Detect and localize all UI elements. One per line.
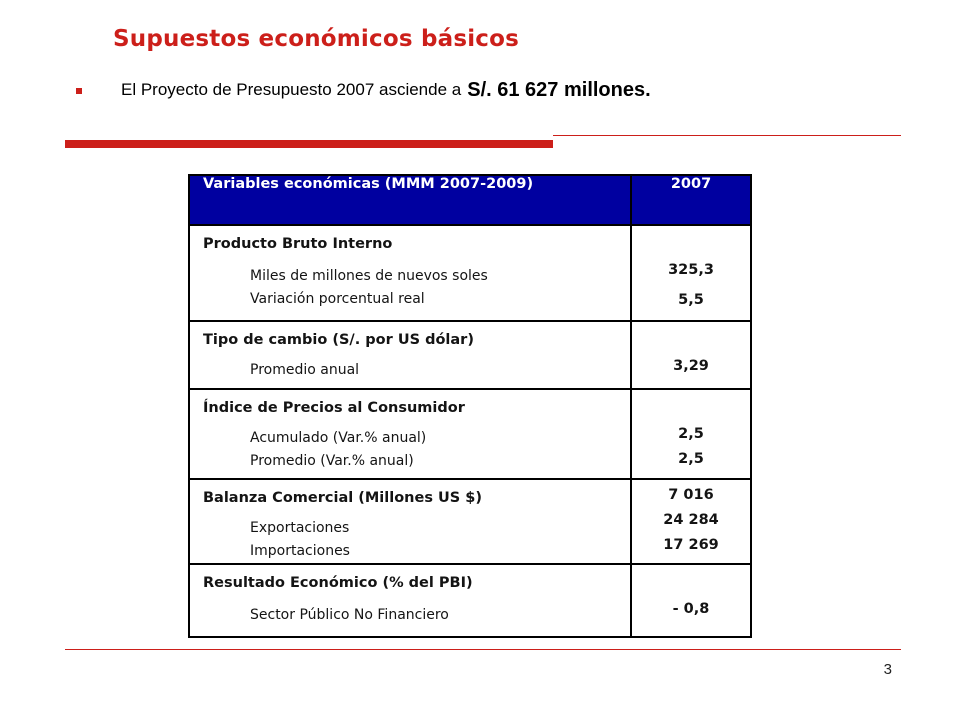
value: 325,3 [668, 262, 714, 278]
slide-title: Supuestos económicos básicos [113, 26, 520, 52]
row-value-cell: 3,29 [630, 320, 752, 390]
table-header-row: Variables económicas (MMM 2007-2009) 200… [188, 174, 752, 226]
value: 5,5 [678, 292, 704, 308]
value: 3,29 [673, 358, 709, 374]
row-value-cell: 7 016 24 284 17 269 [630, 478, 752, 565]
table-row: Resultado Económico (% del PBI) Sector P… [188, 563, 752, 638]
row-label-cell: Balanza Comercial (Millones US $) Export… [188, 478, 632, 565]
divider-thick [65, 140, 553, 148]
value: 7 016 [668, 487, 714, 503]
economic-variables-table: Variables económicas (MMM 2007-2009) 200… [188, 174, 752, 638]
value: 2,5 [678, 451, 704, 467]
group-title: Balanza Comercial (Millones US $) [203, 490, 482, 506]
row-item: Variación porcentual real [250, 291, 425, 307]
row-value-cell: - 0,8 [630, 563, 752, 638]
row-label-cell: Producto Bruto Interno Miles de millones… [188, 224, 632, 322]
header-year: 2007 [630, 174, 752, 226]
row-item: Exportaciones [250, 520, 350, 536]
row-label-cell: Índice de Precios al Consumidor Acumulad… [188, 388, 632, 480]
row-item: Importaciones [250, 543, 350, 559]
page-number: 3 [883, 661, 892, 678]
table-row: Producto Bruto Interno Miles de millones… [188, 224, 752, 322]
budget-amount: S/. 61 627 millones. [467, 78, 651, 101]
row-label-cell: Resultado Económico (% del PBI) Sector P… [188, 563, 632, 638]
header-variables: Variables económicas (MMM 2007-2009) [188, 174, 632, 226]
value: - 0,8 [672, 601, 710, 617]
value: 2,5 [678, 426, 704, 442]
row-item: Acumulado (Var.% anual) [250, 430, 427, 446]
bullet-text: El Proyecto de Presupuesto 2007 asciende… [121, 80, 462, 99]
table-row: Balanza Comercial (Millones US $) Export… [188, 478, 752, 565]
value: 17 269 [663, 537, 719, 553]
row-value-cell: 2,5 2,5 [630, 388, 752, 480]
group-title: Resultado Económico (% del PBI) [203, 575, 473, 591]
value: 24 284 [663, 512, 719, 528]
row-label-cell: Tipo de cambio (S/. por US dólar) Promed… [188, 320, 632, 390]
group-title: Tipo de cambio (S/. por US dólar) [203, 332, 474, 348]
bullet-item: El Proyecto de Presupuesto 2007 asciende… [76, 76, 651, 104]
row-item: Miles de millones de nuevos soles [250, 268, 488, 284]
footer-divider [65, 649, 901, 650]
row-item: Sector Público No Financiero [250, 607, 449, 623]
row-item: Promedio anual [250, 362, 360, 378]
table-row: Índice de Precios al Consumidor Acumulad… [188, 388, 752, 480]
row-item: Promedio (Var.% anual) [250, 453, 414, 469]
divider-thin [553, 135, 901, 136]
row-value-cell: 325,3 5,5 [630, 224, 752, 322]
group-title: Producto Bruto Interno [203, 236, 393, 252]
group-title: Índice de Precios al Consumidor [203, 400, 465, 416]
table-row: Tipo de cambio (S/. por US dólar) Promed… [188, 320, 752, 390]
square-bullet-icon [76, 88, 82, 94]
